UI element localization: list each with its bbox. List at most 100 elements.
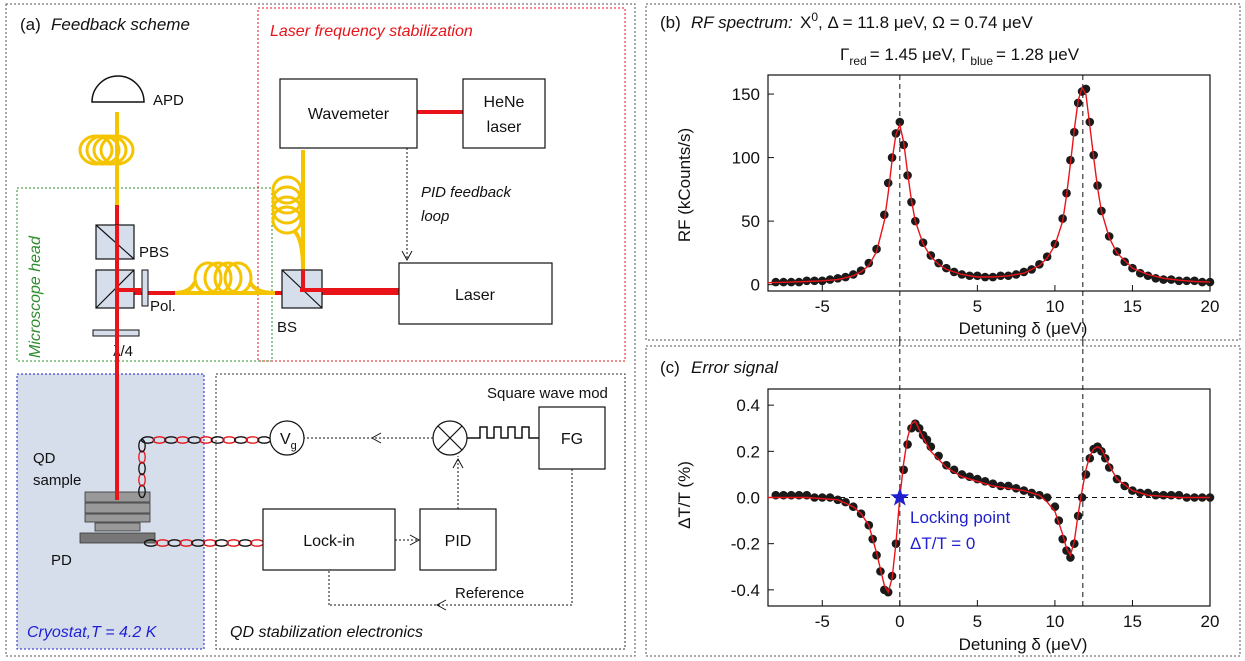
x-tick-label: 20 xyxy=(1201,297,1220,316)
panel-a-label: (a) xyxy=(20,15,41,34)
square-wave-label: Square wave mod xyxy=(487,385,608,402)
y-tick-label: 0.0 xyxy=(736,489,760,508)
panel-b-ylabel: RF (kCounts/s) xyxy=(675,128,694,242)
data-point xyxy=(895,117,905,127)
wire-twist-segment xyxy=(210,436,225,444)
y-tick-label: 50 xyxy=(741,212,760,231)
x-tick-label: 10 xyxy=(1045,297,1064,316)
data-point xyxy=(1042,493,1052,502)
y-tick-label: -0.4 xyxy=(731,581,760,600)
gate-twisted-wire xyxy=(138,436,272,499)
signal-lines xyxy=(304,437,573,606)
wire-twist-segment xyxy=(245,436,260,444)
fiber-coil-bs xyxy=(193,261,253,295)
data-point xyxy=(1159,490,1168,500)
x-tick-label: 15 xyxy=(1123,612,1142,631)
wire-twist-segment xyxy=(175,436,190,444)
hene-label-2: laser xyxy=(487,119,522,136)
wire-twist-segment xyxy=(138,484,146,499)
data-point xyxy=(973,271,982,281)
y-tick-label: 0.2 xyxy=(736,442,760,461)
wire-twist-segment xyxy=(138,450,146,464)
data-point xyxy=(1011,483,1021,493)
fg-box xyxy=(538,406,606,470)
wavemeter-box xyxy=(279,78,418,149)
data-point xyxy=(1205,277,1215,287)
square-wave-icon xyxy=(467,426,539,439)
mixer-icon xyxy=(432,420,468,456)
x-tick-label: 15 xyxy=(1123,297,1142,316)
locking-point-label-1: Locking point xyxy=(910,508,1010,527)
data-point xyxy=(880,210,889,220)
panel-c: (c) Error signal -5 0 5 10 15 20 -0.4 -0.2 0.0 0.… xyxy=(645,340,1241,657)
pbs-label: PBS xyxy=(139,244,169,261)
data-point xyxy=(949,465,959,475)
x-tick-label: 5 xyxy=(973,297,982,316)
data-point xyxy=(1166,490,1176,500)
qd-label-2: sample xyxy=(33,472,81,489)
wire-twist-segment xyxy=(138,461,146,476)
data-point xyxy=(883,178,893,188)
microscope-box xyxy=(16,187,273,362)
wire-twist-segment xyxy=(214,539,229,547)
hene-label-1: HeNe xyxy=(484,94,525,111)
data-point xyxy=(1159,275,1168,284)
x-tick-label: 10 xyxy=(1045,612,1064,631)
y-tick-label: 0.4 xyxy=(736,396,760,415)
wire-twist-segment xyxy=(191,539,206,547)
wire-twist-segment xyxy=(199,436,213,444)
data-point xyxy=(1120,257,1130,267)
rf-spectrum-chart: -5 5 10 15 20 0 50 100 150 xyxy=(732,74,1220,346)
electronics-box xyxy=(215,373,626,650)
bs-label: BS xyxy=(277,319,297,336)
panel-c-ylabel: ΔT/T (%) xyxy=(675,461,694,529)
panel-b-xlabel: Detuning δ (μeV) xyxy=(959,319,1088,338)
fiber-coil-wavemeter xyxy=(271,175,303,235)
apd-label: APD xyxy=(153,92,184,109)
x-tick-label: 5 xyxy=(973,612,982,631)
lockin-label: Lock-in xyxy=(303,533,355,550)
data-point xyxy=(779,490,788,500)
panel-b-title-italic: RF spectrum: xyxy=(691,13,793,32)
cryostat-title: Cryostat,T = 4.2 K xyxy=(27,624,158,641)
y-tick-label: -0.2 xyxy=(731,535,760,554)
panel-b: (b) RF spectrum: X0, Δ = 11.8 μeV, Ω = 0… xyxy=(645,3,1241,346)
wire-twist-segment xyxy=(167,539,182,547)
data-point xyxy=(957,470,967,479)
reference-label: Reference xyxy=(455,585,524,602)
x-tick-label: -5 xyxy=(815,612,830,631)
electronics-title: QD stabilization electronics xyxy=(230,624,423,641)
data-point xyxy=(794,490,804,500)
plot-frame xyxy=(767,74,1211,292)
data-point xyxy=(1066,553,1075,562)
qd-label-1: QD xyxy=(33,450,56,467)
wire-twist-segment xyxy=(138,473,146,487)
wire-twist-segment xyxy=(164,436,179,444)
panel-c-frame xyxy=(645,345,1241,657)
wire-twist-segment xyxy=(202,539,217,547)
x-tick-label: 0 xyxy=(895,612,904,631)
wire-twist-segment xyxy=(187,436,202,444)
data-point xyxy=(942,460,951,470)
wire-twist-segment xyxy=(222,436,237,444)
data-point xyxy=(825,493,835,502)
locking-point-star-icon xyxy=(890,487,910,506)
panel-c-xlabel: Detuning δ (μeV) xyxy=(959,635,1088,654)
wire-twist-segment xyxy=(155,539,170,547)
microscope-title: Microscope head xyxy=(27,235,44,358)
x-tick-label: 20 xyxy=(1201,612,1220,631)
panel-c-label: (c) xyxy=(660,358,680,377)
locking-point-label-2: ΔT/T = 0 xyxy=(910,534,975,553)
pd-label: PD xyxy=(51,552,72,569)
panel-a-frame xyxy=(5,3,636,657)
fit-curve xyxy=(768,420,1210,594)
y-tick-label: 100 xyxy=(732,149,760,168)
wavemeter-label: Wavemeter xyxy=(308,106,390,123)
laser-box-title: Laser frequency stabilization xyxy=(270,23,473,40)
data-point xyxy=(786,490,796,500)
panel-b-title-line1: X0, Δ = 11.8 μeV, Ω = 0.74 μeV xyxy=(800,10,1033,32)
wire-twist-segment xyxy=(238,539,253,547)
fg-label: FG xyxy=(561,431,583,448)
panel-c-title: Error signal xyxy=(691,358,779,377)
